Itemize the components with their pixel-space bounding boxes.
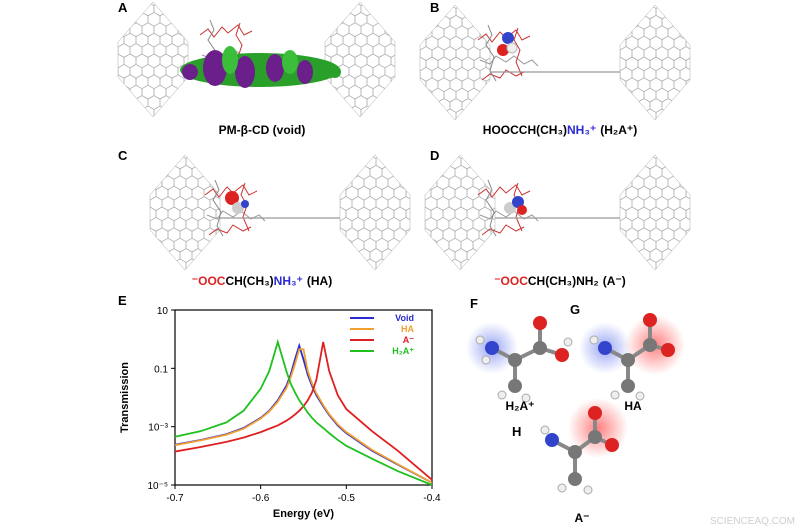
panel-label: E [118, 293, 127, 308]
graphene-ribbon [424, 154, 496, 271]
graphene-ribbon [619, 4, 691, 121]
y-tick-label: 10⁻⁵ [147, 481, 168, 492]
guest-molecule [504, 196, 527, 215]
molecule-label: H₂A⁺ [506, 399, 535, 413]
graphene-ribbon [339, 154, 411, 271]
chart: 10 0.1 10⁻³ 10⁻⁵-0.7 -0.6 -0.5 -0.4 Energy (eV)… [119, 306, 441, 520]
guest-molecule [497, 32, 518, 56]
orbital-density [180, 46, 341, 88]
caption: PM-β-CD (void) [219, 123, 306, 137]
molecule-model [466, 316, 573, 403]
molecule-label: HA [624, 399, 642, 413]
y-axis-label: Transmission [119, 362, 131, 433]
panel-label: F [470, 296, 478, 311]
legend-label: Void [395, 313, 414, 323]
panel-label: B [430, 0, 439, 15]
y-tick-label: 10 [157, 306, 169, 317]
panel-label: C [118, 148, 128, 163]
legend-label: HA [401, 324, 414, 334]
graphene-ribbon [149, 154, 221, 271]
legend-label: H₂A⁺ [392, 346, 414, 356]
watermark: SCIENCEAQ.COM [710, 516, 795, 527]
x-axis-label: Energy (eV) [273, 508, 334, 520]
molecule-label: A⁻ [575, 511, 590, 525]
y-tick-label: 0.1 [154, 364, 168, 375]
panel-label: G [570, 302, 580, 317]
caption: ⁻OOCCH(CH₃)NH₂ (A⁻) [494, 274, 626, 288]
caption: HOOCCH(CH₃)NH₃⁺ (H₂A⁺) [483, 123, 637, 137]
graphene-ribbon [117, 1, 189, 118]
molecule-model [540, 398, 628, 495]
caption: ⁻OOCCH(CH₃)NH₃⁺ (HA) [192, 274, 332, 288]
x-tick-label: -0.5 [338, 493, 356, 504]
panel-label: D [430, 148, 439, 163]
x-tick-label: -0.4 [423, 493, 441, 504]
series-line [174, 348, 433, 484]
y-tick-label: 10⁻³ [148, 423, 168, 434]
x-tick-label: -0.7 [166, 493, 184, 504]
panel-label: H [512, 424, 521, 439]
x-tick-label: -0.6 [252, 493, 270, 504]
graphene-ribbon [324, 1, 396, 118]
molecule-model [579, 313, 685, 401]
series-line [174, 341, 433, 481]
legend-label: A⁻ [403, 335, 414, 345]
plot-frame [174, 309, 433, 486]
guest-molecule [225, 191, 249, 214]
series-line [174, 338, 433, 486]
panel-label: A [118, 0, 128, 15]
graphene-ribbon [419, 4, 491, 121]
graphene-ribbon [619, 154, 691, 271]
